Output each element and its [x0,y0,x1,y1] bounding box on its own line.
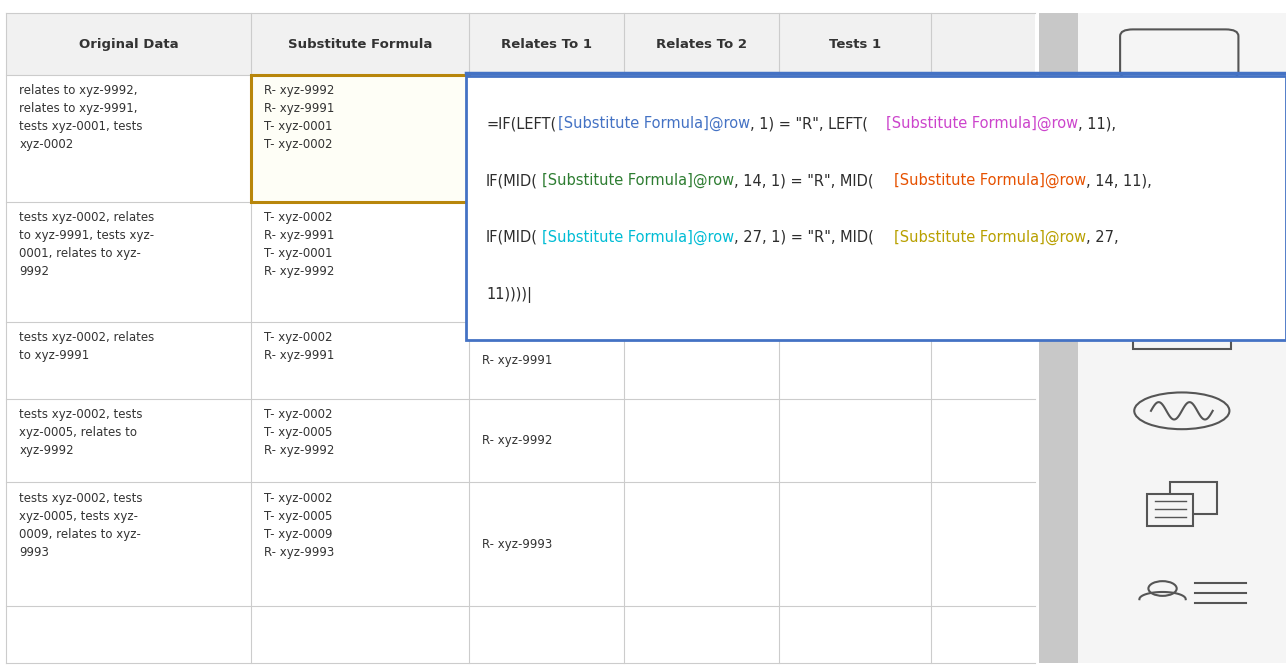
Text: [Substitute Formula]@row: [Substitute Formula]@row [886,116,1078,132]
Text: IF(MID(: IF(MID( [486,173,538,188]
Text: , 1) = "R", LEFT(: , 1) = "R", LEFT( [750,116,868,131]
Bar [1078,13,1286,663]
FancyBboxPatch shape [1133,135,1231,175]
Text: T- xyz-0002
R- xyz-9991: T- xyz-0002 R- xyz-9991 [264,331,334,362]
Text: tests xyz-0002, relates
to xyz-9991, tests xyz-
0001, relates to xyz-
9992: tests xyz-0002, relates to xyz-9991, tes… [19,211,154,278]
Text: R- xyz-9991: R- xyz-9991 [482,255,553,269]
Text: , 27, 1) = "R", MID(: , 27, 1) = "R", MID( [734,230,874,244]
Text: , 11),: , 11), [1078,116,1116,131]
Text: R- xyz-9993: R- xyz-9993 [482,538,553,550]
FancyBboxPatch shape [1133,309,1231,349]
Text: relates to xyz-9992,
relates to xyz-9991,
tests xyz-0001, tests
xyz-0002: relates to xyz-9992, relates to xyz-9991… [19,84,143,151]
Text: Relates To 2: Relates To 2 [656,37,747,51]
Ellipse shape [1134,393,1229,430]
Bar [251,75,469,202]
Text: Original Data: Original Data [78,37,179,51]
Text: T- xyz-0002
R- xyz-9991
T- xyz-0001
R- xyz-9992: T- xyz-0002 R- xyz-9991 T- xyz-0001 R- x… [264,211,334,278]
Text: T: T [637,255,644,269]
Text: =IF(LEFT(: =IF(LEFT( [486,116,557,131]
Text: , 14, 1) = "R", MID(: , 14, 1) = "R", MID( [734,173,873,188]
Text: tests xyz-0002, tests
xyz-0005, relates to
xyz-9992: tests xyz-0002, tests xyz-0005, relates … [19,408,143,457]
Bar [6,13,1035,75]
Text: tests xyz-0002, relates
to xyz-9991: tests xyz-0002, relates to xyz-9991 [19,331,154,362]
Bar [466,76,1286,340]
Text: [Substitute Formula]@row: [Substitute Formula]@row [543,230,734,245]
Text: [Substitute Formula]@row: [Substitute Formula]@row [894,230,1087,245]
Text: T- xyz-0002
T- xyz-0005
T- xyz-0009
R- xyz-9993: T- xyz-0002 T- xyz-0005 T- xyz-0009 R- x… [264,492,334,558]
Text: 11))))|: 11))))| [486,287,532,303]
Text: [Substitute Formula]@row: [Substitute Formula]@row [558,116,750,132]
Text: Tests 1: Tests 1 [829,37,881,51]
Text: R- xyz-9991: R- xyz-9991 [482,354,553,367]
Bar [1147,494,1193,526]
Polygon shape [1197,72,1220,83]
Bar [1170,482,1217,514]
Text: R- xyz-9992: R- xyz-9992 [482,434,553,447]
Text: [Substitute Formula]@row: [Substitute Formula]@row [543,173,734,188]
Text: Substitute Formula: Substitute Formula [288,37,432,51]
FancyBboxPatch shape [1120,29,1238,79]
Text: tests xyz-0002, tests
xyz-0005, tests xyz-
0009, relates to xyz-
9993: tests xyz-0002, tests xyz-0005, tests xy… [19,492,143,558]
Text: , 27,: , 27, [1085,230,1119,244]
Text: IF(MID(: IF(MID( [486,230,538,244]
Circle shape [1148,581,1177,596]
Text: [Substitute Formula]@row: [Substitute Formula]@row [894,173,1087,188]
Bar [1039,13,1078,663]
Text: , 14, 11),: , 14, 11), [1085,173,1152,188]
Bar [6,13,1035,663]
Text: R- xyz-9992
R- xyz-9991
T- xyz-0001
T- xyz-0002: R- xyz-9992 R- xyz-9991 T- xyz-0001 T- x… [264,84,334,151]
Text: T- xyz-0002
T- xyz-0005
R- xyz-9992: T- xyz-0002 T- xyz-0005 R- xyz-9992 [264,408,334,457]
Text: Relates To 1: Relates To 1 [502,37,592,51]
Text: B: B [1165,145,1178,160]
